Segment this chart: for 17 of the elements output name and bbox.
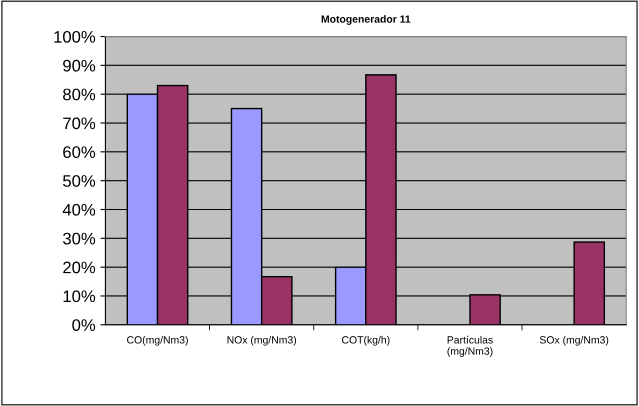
y-tick-label: 60% bbox=[63, 146, 96, 158]
x-tick-label: Partículas (mg/Nm3) bbox=[447, 336, 493, 357]
x-tick-label: NOx (mg/Nm3) bbox=[228, 336, 296, 346]
y-tick-label: 100% bbox=[54, 30, 96, 43]
y-tick-label: 0% bbox=[72, 319, 96, 332]
y-tick-label: 10% bbox=[64, 290, 96, 302]
y-tick-label: 70% bbox=[63, 117, 96, 130]
y-tick-label: 30% bbox=[62, 232, 96, 245]
x-tick-label: SOx (mg/Nm3) bbox=[540, 336, 608, 346]
x-tick-label: COT(kg/h) bbox=[342, 336, 390, 346]
x-tick-label: CO(mg/Nm3) bbox=[127, 336, 188, 346]
y-tick-label: 40% bbox=[62, 204, 96, 216]
y-tick-label: 80% bbox=[63, 88, 96, 100]
y-tick-label: 20% bbox=[63, 262, 96, 274]
chart-title: Motogenerador 11 bbox=[322, 15, 410, 25]
y-tick-label: 50% bbox=[63, 175, 96, 187]
y-tick-label: 90% bbox=[63, 60, 96, 72]
